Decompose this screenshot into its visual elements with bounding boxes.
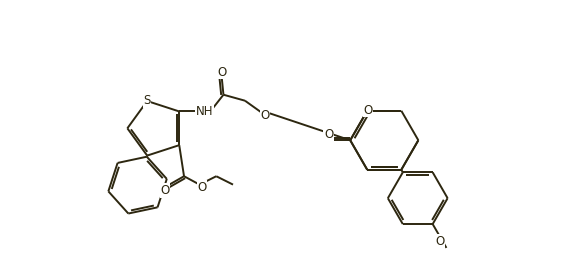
Text: O: O [435, 235, 444, 248]
Text: O: O [217, 66, 226, 78]
Text: O: O [261, 109, 270, 122]
Text: O: O [324, 128, 333, 141]
Text: NH: NH [196, 105, 213, 118]
Text: O: O [363, 104, 373, 117]
Text: S: S [143, 94, 151, 107]
Text: O: O [160, 184, 170, 197]
Text: O: O [197, 181, 207, 194]
